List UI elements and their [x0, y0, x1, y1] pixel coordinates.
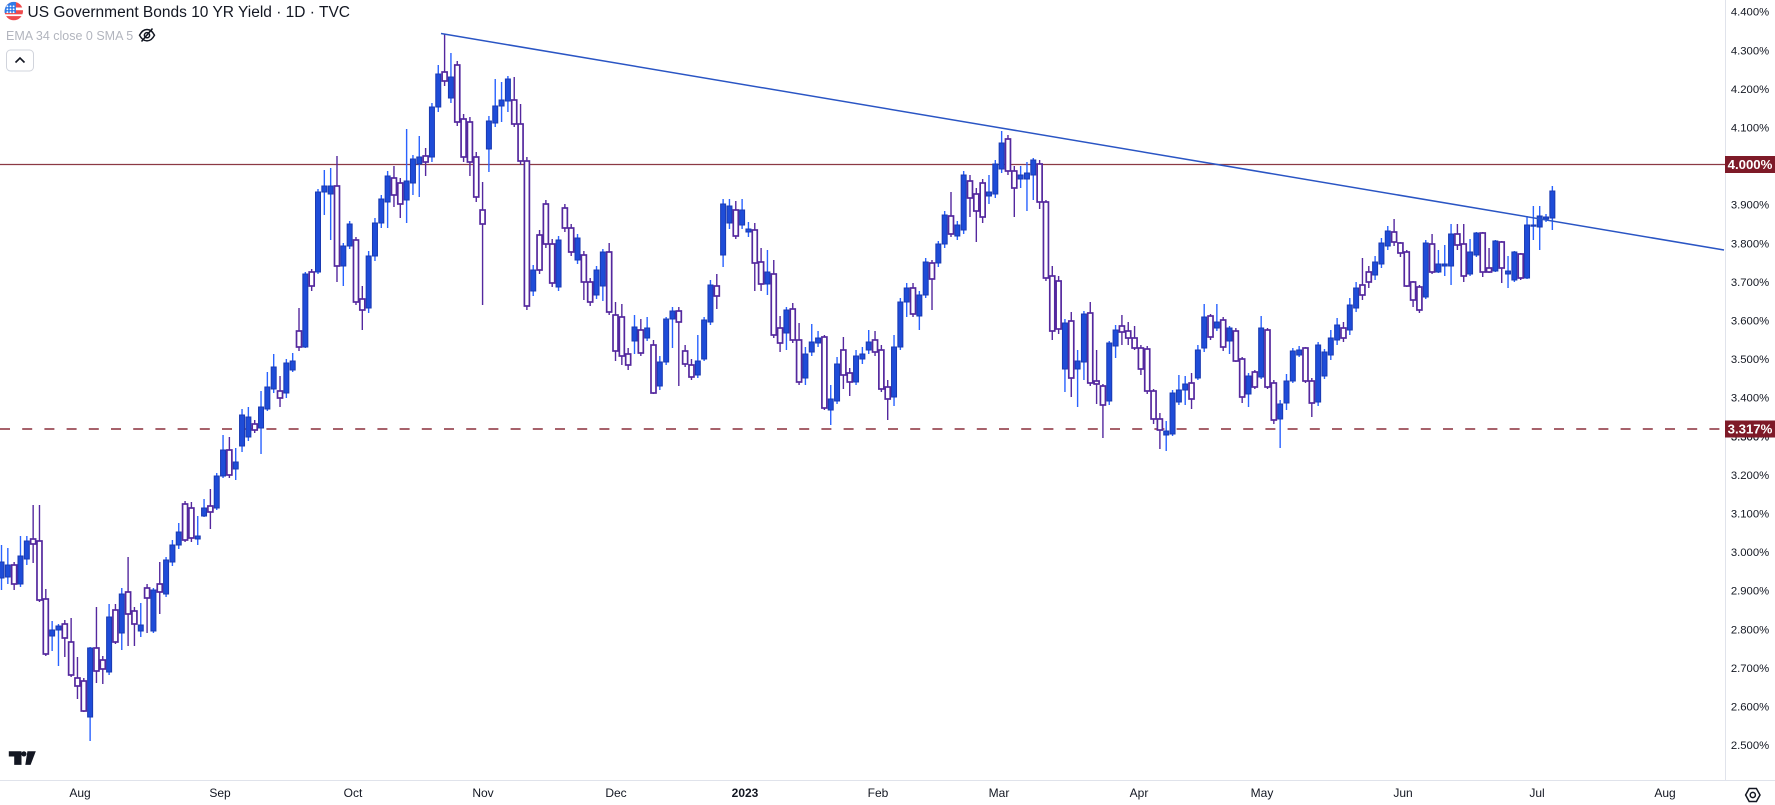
svg-text:Dec: Dec	[605, 786, 626, 800]
svg-text:2023: 2023	[732, 786, 759, 800]
svg-text:4.100%: 4.100%	[1731, 123, 1769, 135]
svg-text:2.500%: 2.500%	[1731, 740, 1769, 752]
svg-text:3.900%: 3.900%	[1731, 200, 1769, 212]
svg-text:3.100%: 3.100%	[1731, 509, 1769, 521]
svg-text:Jun: Jun	[1393, 786, 1412, 800]
svg-text:4.000%: 4.000%	[1728, 157, 1773, 172]
svg-text:US Government Bonds 10 YR Yiel: US Government Bonds 10 YR Yield · 1D · T…	[28, 4, 351, 21]
svg-text:Nov: Nov	[472, 786, 493, 800]
svg-text:4.300%: 4.300%	[1731, 45, 1769, 57]
svg-text:Apr: Apr	[1130, 786, 1149, 800]
svg-text:Mar: Mar	[989, 786, 1010, 800]
svg-text:Aug: Aug	[1654, 786, 1675, 800]
svg-text:3.700%: 3.700%	[1731, 277, 1769, 289]
svg-text:3.800%: 3.800%	[1731, 238, 1769, 250]
svg-text:May: May	[1251, 786, 1274, 800]
svg-text:3.200%: 3.200%	[1731, 470, 1769, 482]
svg-text:EMA 34 close 0 SMA 5: EMA 34 close 0 SMA 5	[6, 29, 133, 43]
svg-text:Feb: Feb	[868, 786, 889, 800]
svg-text:2.700%: 2.700%	[1731, 663, 1769, 675]
svg-text:Aug: Aug	[69, 786, 90, 800]
svg-text:2.900%: 2.900%	[1731, 586, 1769, 598]
svg-text:3.317%: 3.317%	[1728, 422, 1773, 437]
svg-text:Jul: Jul	[1529, 786, 1544, 800]
svg-text:2.600%: 2.600%	[1731, 702, 1769, 714]
svg-text:4.400%: 4.400%	[1731, 7, 1769, 19]
svg-text:3.600%: 3.600%	[1731, 316, 1769, 328]
svg-text:3.500%: 3.500%	[1731, 354, 1769, 366]
svg-text:4.200%: 4.200%	[1731, 84, 1769, 96]
svg-text:Sep: Sep	[209, 786, 231, 800]
svg-text:Oct: Oct	[344, 786, 363, 800]
svg-text:3.000%: 3.000%	[1731, 547, 1769, 559]
svg-text:2.800%: 2.800%	[1731, 624, 1769, 636]
svg-text:3.400%: 3.400%	[1731, 393, 1769, 405]
